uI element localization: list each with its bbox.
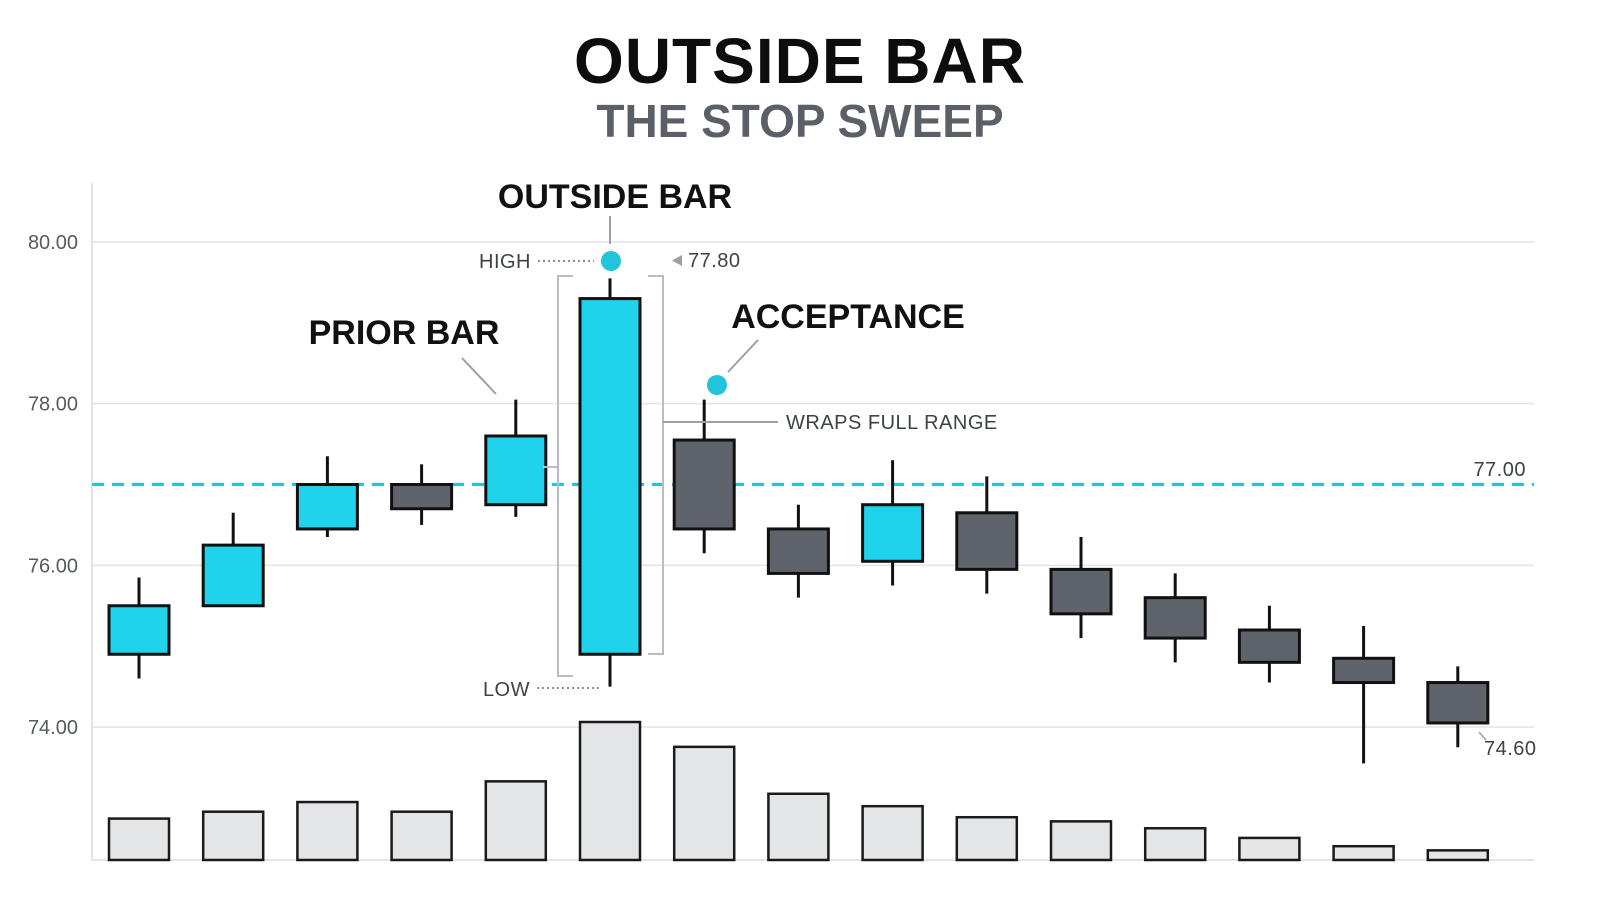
gridlines <box>92 241 1534 728</box>
candle <box>1237 605 1301 683</box>
candles <box>107 278 1490 764</box>
volume-bar <box>1332 844 1395 862</box>
candle-body <box>484 434 548 507</box>
candle-body <box>766 527 830 575</box>
volume-bars <box>107 720 1490 862</box>
candle-body <box>1332 656 1396 685</box>
y-tick-label: 74.00 <box>28 717 78 739</box>
y-tick-label: 76.00 <box>28 555 78 577</box>
volume-bar <box>1238 836 1301 862</box>
candle-body <box>1237 628 1301 664</box>
candle-body <box>1143 596 1207 640</box>
acceptance-dot <box>707 375 727 395</box>
candle <box>1426 666 1490 748</box>
candle <box>955 476 1019 594</box>
high-value: 77.80 <box>688 250 741 272</box>
range-bracket-left <box>557 275 573 677</box>
prior-bar-label: PRIOR BAR <box>309 314 500 352</box>
candle <box>766 504 830 598</box>
candle <box>201 512 265 608</box>
candle <box>295 456 359 538</box>
wraps-label: WRAPS FULL RANGE <box>786 412 998 434</box>
y-tick-label: 78.00 <box>28 394 78 416</box>
volume-bar <box>296 800 359 862</box>
candle <box>578 278 642 687</box>
candle-body <box>295 483 359 531</box>
volume-bar <box>484 780 548 862</box>
candle-body <box>672 438 736 531</box>
last-value-leader <box>1478 731 1487 741</box>
volume-bar <box>672 745 736 862</box>
volume-bar <box>1049 820 1113 862</box>
candle <box>390 464 454 525</box>
candle-body <box>107 604 171 656</box>
volume-bar <box>767 792 830 862</box>
volume-bar <box>107 817 171 862</box>
last-value-label: 74.60 <box>1484 738 1537 760</box>
volume-bar <box>1426 849 1490 862</box>
candle <box>1332 625 1396 764</box>
candle <box>861 460 925 586</box>
candle-body <box>578 297 642 656</box>
range-bracket-right <box>648 275 664 655</box>
y-tick-label: 80.00 <box>28 232 78 254</box>
candle-body <box>955 511 1019 571</box>
candle-body <box>861 503 925 563</box>
volume-bar <box>1143 827 1207 862</box>
chart-title: OUTSIDE BAR <box>574 25 1026 97</box>
reference-level-label: 77.00 <box>1473 459 1526 481</box>
candle <box>484 399 548 517</box>
annotations: OUTSIDE BAR PRIOR BAR ACCEPTANCE HIGH 77… <box>309 178 1537 760</box>
candle-body <box>390 483 454 511</box>
low-label: LOW <box>483 679 530 701</box>
volume-bar <box>390 810 453 862</box>
high-dot <box>601 251 621 271</box>
volume-bar <box>201 810 265 862</box>
acceptance-leader <box>727 339 759 373</box>
volume-bar <box>578 720 642 862</box>
outside-bar-label: OUTSIDE BAR <box>498 178 732 216</box>
high-value-arrow-icon <box>672 255 682 266</box>
volume-bar <box>861 804 924 862</box>
prior-bar-leader <box>461 357 497 395</box>
y-axis: 74.00 76.00 78.00 80.00 <box>28 183 1534 861</box>
candle <box>1049 537 1113 639</box>
candle-body <box>201 543 265 608</box>
acceptance-label: ACCEPTANCE <box>731 298 965 336</box>
chart-subtitle: THE STOP SWEEP <box>596 95 1004 147</box>
volume-bar <box>955 815 1019 862</box>
candle <box>672 399 736 554</box>
high-label: HIGH <box>479 251 531 273</box>
candle <box>107 577 171 679</box>
candle-body <box>1426 681 1490 725</box>
candle <box>1143 573 1207 663</box>
candle-body <box>1049 567 1113 616</box>
